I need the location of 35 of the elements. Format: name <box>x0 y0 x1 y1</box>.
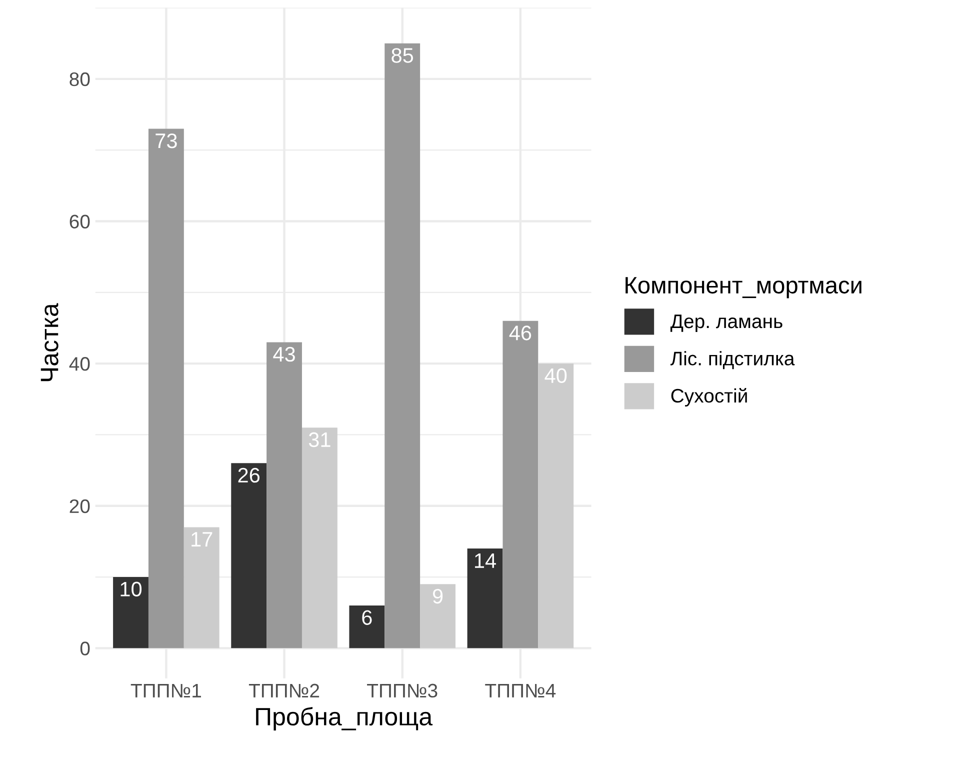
y-tick-label: 80 <box>70 72 90 86</box>
y-tick-label: 40 <box>69 357 90 371</box>
bar <box>148 128 184 648</box>
legend-label: Дер. ламань <box>670 314 782 332</box>
data-label: 85 <box>392 48 414 63</box>
data-label: 43 <box>273 346 295 362</box>
data-label: 46 <box>509 326 532 340</box>
legend-title: Компонент_мортмаси <box>626 277 862 298</box>
x-axis-title: Пробна_площа <box>256 706 433 730</box>
bar <box>420 584 456 648</box>
legend-label: Ліс. підстилка <box>670 351 795 370</box>
bar <box>302 428 338 648</box>
bar <box>502 320 538 648</box>
data-label: 73 <box>156 133 177 148</box>
bar <box>384 43 420 648</box>
data-label: 10 <box>120 582 142 596</box>
y-tick-label: 20 <box>70 499 90 514</box>
x-tick-label: ТПП№4 <box>485 684 556 698</box>
bar <box>266 342 302 648</box>
y-tick-label: 0 <box>80 642 90 656</box>
bar <box>467 548 503 648</box>
data-label: 6 <box>362 610 372 625</box>
legend-label: Сухостій <box>671 388 747 407</box>
x-tick-label: ТПП№3 <box>367 684 438 698</box>
bar <box>538 364 574 648</box>
x-tick-label: ТПП№1 <box>130 684 201 698</box>
bar <box>231 463 267 648</box>
bar <box>113 577 148 648</box>
x-tick-label: ТПП№2 <box>248 684 320 698</box>
bar <box>349 605 385 648</box>
data-label: 14 <box>475 553 496 568</box>
data-label: 26 <box>238 468 260 483</box>
y-axis-title: Частка <box>40 303 58 382</box>
y-tick-label: 60 <box>70 214 90 228</box>
bar <box>184 527 220 648</box>
